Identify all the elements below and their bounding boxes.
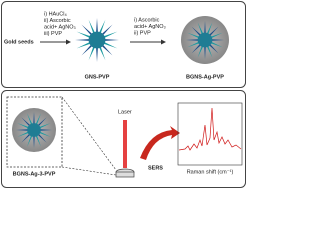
reagent: acid+ AgNO₃ — [134, 24, 166, 30]
spectrum-frame — [177, 102, 243, 166]
spike — [17, 131, 29, 137]
curved-arrow — [140, 126, 180, 160]
particle-label: BGNS-Ag-3-PVP — [13, 171, 56, 177]
page: {"top": {"start": "Gold seeds", "step1":… — [0, 0, 247, 189]
spike — [102, 45, 113, 56]
reagent: i) HAuCl₄ — [44, 11, 67, 17]
spike — [16, 129, 28, 131]
spike — [76, 42, 90, 49]
nanostar — [75, 18, 119, 62]
spike — [27, 113, 33, 125]
spike — [104, 39, 119, 41]
spike — [27, 135, 33, 147]
substrate — [115, 171, 135, 178]
spike — [96, 18, 98, 33]
spike — [99, 19, 106, 33]
spectrum — [178, 107, 242, 151]
spike — [209, 26, 219, 36]
reagent: ii) PVP — [134, 30, 151, 36]
spike — [88, 47, 95, 61]
zoom-line — [61, 166, 117, 176]
zoom-line — [61, 96, 117, 171]
spike — [21, 117, 30, 126]
spike — [40, 129, 52, 131]
bottom-panel — [1, 90, 246, 188]
spike — [186, 39, 199, 41]
nanostar — [186, 21, 224, 59]
spike — [211, 32, 223, 39]
laser-beam — [123, 120, 127, 168]
reagent: ii) Ascorbic — [44, 18, 71, 24]
reagent: i) Ascorbic — [134, 17, 160, 23]
spike — [88, 19, 95, 33]
spike — [35, 135, 41, 147]
spike — [206, 46, 213, 58]
spike — [35, 113, 41, 125]
start-label: Gold seeds — [4, 39, 34, 45]
spike — [76, 31, 90, 38]
spike — [81, 45, 92, 56]
core — [197, 32, 213, 48]
spike — [197, 22, 204, 34]
core — [88, 31, 106, 49]
spike — [197, 46, 204, 58]
spike — [33, 112, 35, 124]
spike — [104, 42, 118, 49]
spike — [81, 24, 92, 35]
spike — [38, 117, 47, 126]
top-panel — [1, 1, 246, 88]
spike — [204, 46, 206, 59]
laser-label: Laser — [118, 109, 132, 115]
reagent: iii) PVP — [44, 31, 62, 37]
spike — [99, 47, 106, 61]
spike — [187, 41, 199, 48]
method-label: SERS — [148, 165, 163, 171]
spike — [75, 39, 90, 41]
spike — [209, 44, 219, 54]
spike — [102, 24, 113, 35]
spike — [39, 123, 51, 129]
spike — [21, 134, 30, 143]
spike — [191, 44, 201, 54]
spike — [187, 32, 199, 39]
zoom-box — [6, 96, 63, 168]
spike — [104, 31, 118, 38]
product-label: GNS-PVP — [85, 74, 110, 80]
product-label: BGNS-Ag-PVP — [186, 74, 224, 80]
spike — [33, 136, 35, 148]
axis-label: Raman shift (cm⁻¹) — [187, 169, 234, 175]
nanostar — [16, 112, 52, 148]
spike — [39, 131, 51, 137]
spike — [17, 123, 29, 129]
spike — [38, 134, 47, 143]
reagent: acid+ AgNO₃ — [44, 24, 76, 30]
spike — [206, 22, 213, 34]
spike — [191, 26, 201, 36]
spike — [96, 47, 98, 62]
spike — [211, 41, 223, 48]
core — [27, 123, 41, 137]
spike — [204, 21, 206, 34]
spike — [211, 39, 224, 41]
